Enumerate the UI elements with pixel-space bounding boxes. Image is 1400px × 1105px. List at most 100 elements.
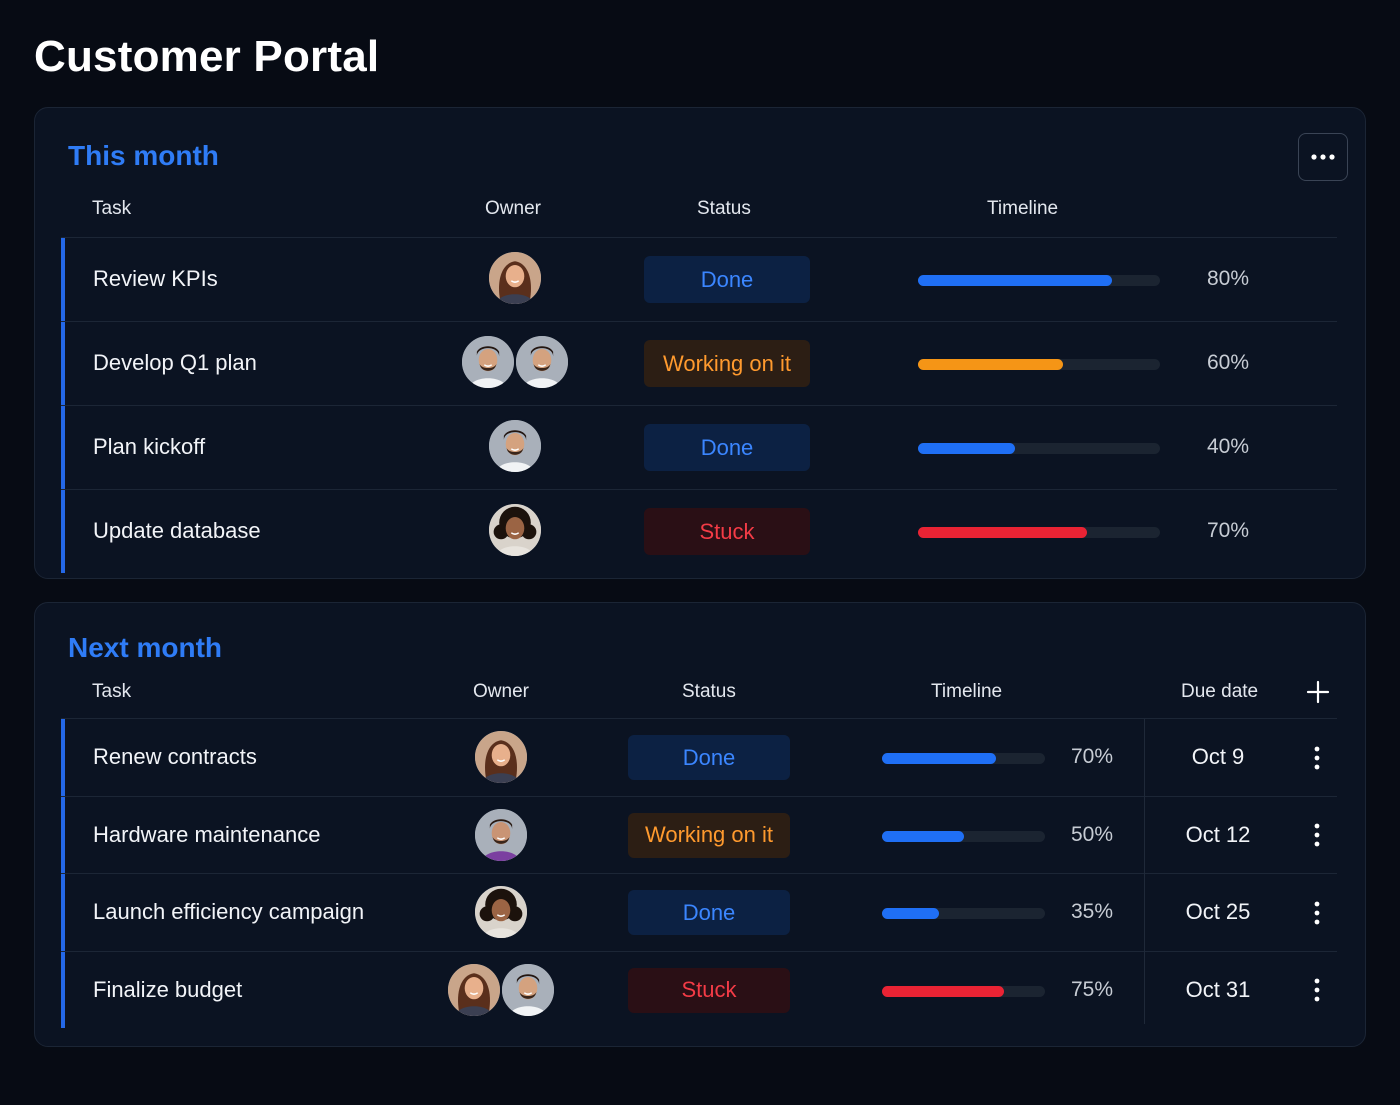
timeline-progress-bar[interactable] [882, 908, 1045, 919]
task-table: Renew contracts Done 70% Oct 9 Hardware main… [61, 718, 1337, 1028]
task-name[interactable]: Finalize budget [93, 976, 243, 1002]
row-accent-bar [61, 322, 65, 405]
avatar[interactable] [514, 334, 570, 390]
column-header-task: Task [92, 198, 132, 219]
group-menu-button[interactable] [1298, 133, 1348, 181]
row-accent-bar [61, 490, 65, 573]
task-table: Review KPIs Done 80% Develop Q1 plan Working… [61, 237, 1337, 573]
task-name[interactable]: Review KPIs [93, 266, 218, 291]
owner-avatars[interactable] [473, 806, 529, 863]
avatar[interactable] [460, 334, 516, 390]
avatar[interactable] [446, 961, 502, 1018]
column-header-owner: Owner [473, 681, 529, 702]
due-date[interactable]: Oct 9 [1191, 744, 1245, 769]
column-header-status: Status [682, 681, 736, 702]
progress-percent: 35% [1071, 900, 1114, 923]
table-row[interactable]: Plan kickoff Done 40% [61, 405, 1337, 489]
task-name[interactable]: Hardware maintenance [93, 821, 321, 847]
avatar[interactable] [487, 502, 543, 558]
ellipsis-vertical-icon [1314, 901, 1320, 925]
owner-avatars[interactable] [473, 729, 529, 785]
timeline-progress-fill [918, 527, 1088, 538]
group-title-next-month[interactable]: Next month [68, 632, 222, 663]
status-badge[interactable]: Done [628, 890, 790, 935]
avatar[interactable] [487, 250, 543, 306]
plus-icon [1306, 680, 1330, 704]
row-accent-bar [61, 796, 65, 873]
task-name[interactable]: Renew contracts [93, 744, 257, 769]
owner-avatars[interactable] [487, 418, 543, 474]
ellipsis-vertical-icon [1314, 978, 1320, 1002]
page-title: Customer Portal [34, 32, 380, 81]
status-badge[interactable]: Working on it [628, 812, 790, 858]
timeline-progress-bar[interactable] [882, 830, 1045, 842]
timeline-progress-bar[interactable] [918, 527, 1160, 538]
status-badge[interactable]: Done [644, 256, 810, 303]
avatar[interactable] [487, 418, 543, 474]
column-header-owner: Owner [485, 198, 541, 219]
ellipsis-vertical-icon [1314, 823, 1320, 847]
timeline-progress-fill [882, 985, 1005, 997]
timeline-progress-bar[interactable] [882, 985, 1045, 997]
status-badge[interactable]: Working on it [644, 340, 810, 387]
column-header-timeline: Timeline [987, 198, 1059, 219]
row-menu-button[interactable] [1307, 896, 1327, 930]
owner-avatars[interactable] [487, 502, 543, 558]
timeline-progress-bar[interactable] [918, 275, 1160, 286]
this-month-group: This month Task Owner Status Timeline Re… [34, 107, 1366, 579]
row-accent-bar [61, 874, 65, 951]
table-row[interactable]: Renew contracts Done 70% Oct 9 [61, 718, 1337, 796]
status-badge[interactable]: Done [644, 424, 810, 471]
column-divider [1144, 719, 1145, 1024]
progress-percent: 70% [1207, 519, 1250, 542]
row-menu-button[interactable] [1307, 741, 1327, 775]
status-badge[interactable]: Stuck [644, 508, 810, 555]
task-name[interactable]: Update database [93, 518, 261, 543]
timeline-progress-fill [918, 275, 1112, 286]
column-header-due-date: Due date [1181, 681, 1259, 702]
table-row[interactable]: Launch efficiency campaign Done 35% Oct 25 [61, 873, 1337, 951]
task-name[interactable]: Develop Q1 plan [93, 350, 257, 375]
task-name[interactable]: Launch efficiency campaign [93, 899, 365, 924]
column-header-status: Status [697, 198, 751, 219]
due-date[interactable]: Oct 12 [1185, 821, 1251, 847]
timeline-progress-bar[interactable] [918, 443, 1160, 454]
timeline-progress-fill [918, 443, 1015, 454]
row-accent-bar [61, 406, 65, 489]
row-accent-bar [61, 719, 65, 796]
row-accent-bar [61, 238, 65, 321]
table-row[interactable]: Review KPIs Done 80% [61, 237, 1337, 321]
progress-percent: 75% [1071, 977, 1114, 1001]
row-menu-button[interactable] [1307, 818, 1327, 852]
timeline-progress-fill [882, 753, 997, 764]
owner-avatars[interactable] [460, 334, 570, 390]
due-date[interactable]: Oct 31 [1185, 976, 1251, 1002]
row-menu-button[interactable] [1307, 973, 1327, 1007]
task-name[interactable]: Plan kickoff [93, 434, 206, 459]
timeline-progress-bar[interactable] [918, 359, 1160, 370]
table-row[interactable]: Update database Stuck 70% [61, 489, 1337, 573]
status-badge[interactable]: Done [628, 735, 790, 780]
group-title-this-month[interactable]: This month [68, 140, 219, 171]
avatar[interactable] [473, 806, 529, 863]
column-header-task: Task [92, 681, 132, 702]
column-header-timeline: Timeline [931, 681, 1003, 702]
timeline-progress-bar[interactable] [882, 753, 1045, 764]
row-accent-bar [61, 951, 65, 1028]
status-badge[interactable]: Stuck [628, 967, 790, 1013]
avatar[interactable] [500, 961, 556, 1018]
owner-avatars[interactable] [487, 250, 543, 306]
owner-avatars[interactable] [446, 961, 556, 1018]
table-row[interactable]: Hardware maintenance Working on it 50% Oct … [61, 795, 1337, 873]
progress-percent: 70% [1071, 745, 1114, 768]
avatar[interactable] [473, 729, 529, 785]
table-row[interactable]: Finalize budget Stuck 75% Oct 31 [61, 950, 1337, 1028]
table-row[interactable]: Develop Q1 plan Working on it 60% [61, 321, 1337, 405]
due-date[interactable]: Oct 25 [1185, 899, 1251, 924]
progress-percent: 60% [1207, 351, 1250, 374]
owner-avatars[interactable] [473, 884, 529, 940]
avatar[interactable] [473, 884, 529, 940]
add-column-button[interactable] [1300, 677, 1336, 707]
progress-percent: 80% [1207, 267, 1250, 290]
